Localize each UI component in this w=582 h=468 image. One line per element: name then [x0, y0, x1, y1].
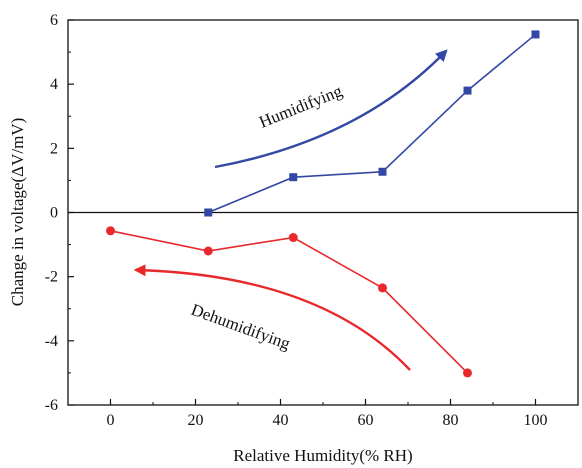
dehumidifying-arrow — [133, 264, 411, 371]
series-0-point — [531, 30, 540, 39]
x-tick-label: 80 — [443, 412, 459, 429]
series-1-line — [110, 230, 469, 374]
x-axis: 0 20 40 60 80 100 — [67, 399, 579, 429]
x-tick-label: 100 — [524, 412, 548, 429]
y-tick-label: -6 — [45, 397, 58, 414]
y-axis-title: Change in voltage(ΔV/mV) — [8, 118, 27, 306]
y-tick-label: 2 — [50, 140, 58, 157]
dehumidifying-label: Dehumidifying — [189, 300, 294, 354]
y-tick-label: 0 — [50, 205, 58, 222]
y-tick-label: 4 — [50, 76, 58, 93]
series-0-line — [207, 33, 537, 214]
x-tick-label: 60 — [358, 412, 374, 429]
series-1-point — [203, 246, 213, 256]
series-0-point — [378, 167, 387, 176]
humidifying-arrow — [214, 49, 448, 169]
series-0-point — [289, 173, 298, 182]
x-tick-label: 40 — [273, 412, 289, 429]
series-0-point — [463, 86, 472, 95]
x-tick-label: 20 — [188, 412, 204, 429]
series-1-point — [106, 226, 115, 236]
y-tick-label: -4 — [45, 333, 58, 350]
series-0-point — [204, 208, 213, 217]
x-axis-title: Relative Humidity(% RH) — [233, 446, 412, 465]
y-tick-label: -2 — [45, 269, 58, 286]
humidifying-label: Humidifying — [256, 81, 345, 132]
series-1-point — [463, 368, 472, 378]
y-tick-label: 6 — [50, 12, 58, 29]
x-tick-label: 0 — [107, 412, 115, 429]
y-axis: -6 -4 -2 0 2 4 6 — [45, 12, 74, 414]
series-1-point — [288, 233, 298, 243]
series-1-point — [378, 283, 387, 293]
series-layer — [106, 30, 540, 378]
